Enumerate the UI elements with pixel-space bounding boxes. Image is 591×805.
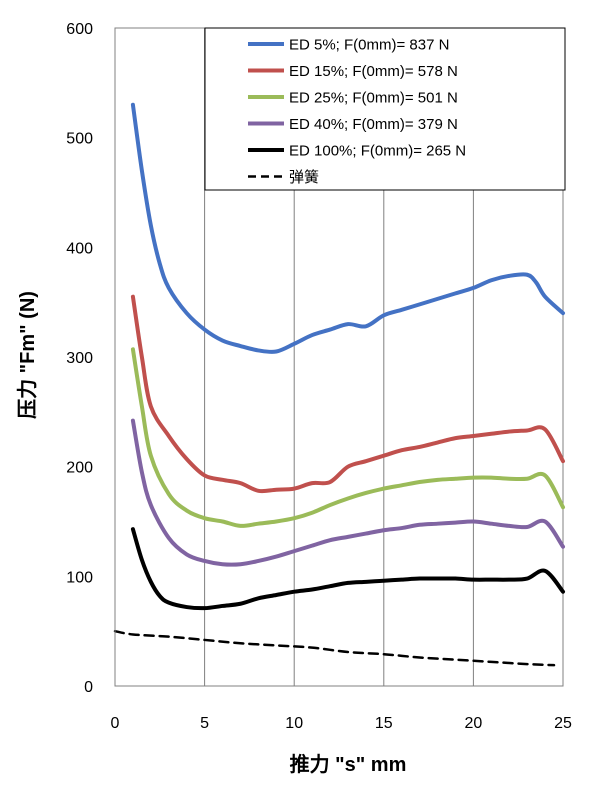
y-tick-label: 200 — [66, 460, 93, 477]
x-tick-label: 25 — [554, 715, 572, 732]
legend-label-3: ED 25%; F(0mm)= 501 N — [289, 90, 458, 107]
legend-label-6: 弹簧 — [289, 169, 319, 186]
x-axis-title: 推力 "s" mm — [290, 752, 407, 776]
x-tick-label: 20 — [465, 715, 483, 732]
series-3-line — [130, 347, 565, 528]
legend: ED 5%; F(0mm)= 837 N ED 15%; F(0mm)= 578 … — [204, 27, 566, 191]
y-axis-title: 压力 "Fm" (N) — [16, 291, 39, 419]
y-tick-label: 500 — [66, 131, 93, 148]
legend-label-4: ED 40%; F(0mm)= 379 N — [289, 116, 458, 133]
y-tick-label: 600 — [66, 21, 93, 38]
legend-label-5: ED 100%; F(0mm)= 265 N — [289, 143, 466, 160]
series-1-line — [130, 102, 565, 354]
legend-box — [204, 27, 566, 191]
x-tick-label: 0 — [111, 715, 120, 732]
y-tick-label: 0 — [84, 679, 93, 696]
y-tick-label: 400 — [66, 240, 93, 257]
series-2-line — [130, 294, 565, 494]
y-tick-label: 300 — [66, 350, 93, 367]
series-4-line — [130, 418, 565, 567]
axis-layer: 0 100 200 300 400 500 600 0 5 10 15 20 25 — [66, 21, 572, 732]
x-tick-label: 10 — [285, 715, 303, 732]
series-6-line — [113, 629, 556, 667]
y-tick-label: 100 — [66, 569, 93, 586]
legend-items: ED 5%; F(0mm)= 837 N ED 15%; F(0mm)= 578 … — [248, 37, 466, 186]
series-layer — [113, 102, 565, 667]
x-tick-label: 15 — [375, 715, 393, 732]
legend-label-1: ED 5%; F(0mm)= 837 N — [289, 37, 449, 54]
legend-label-2: ED 15%; F(0mm)= 578 N — [289, 63, 458, 80]
x-tick-label: 5 — [200, 715, 209, 732]
series-5-line — [130, 527, 565, 611]
